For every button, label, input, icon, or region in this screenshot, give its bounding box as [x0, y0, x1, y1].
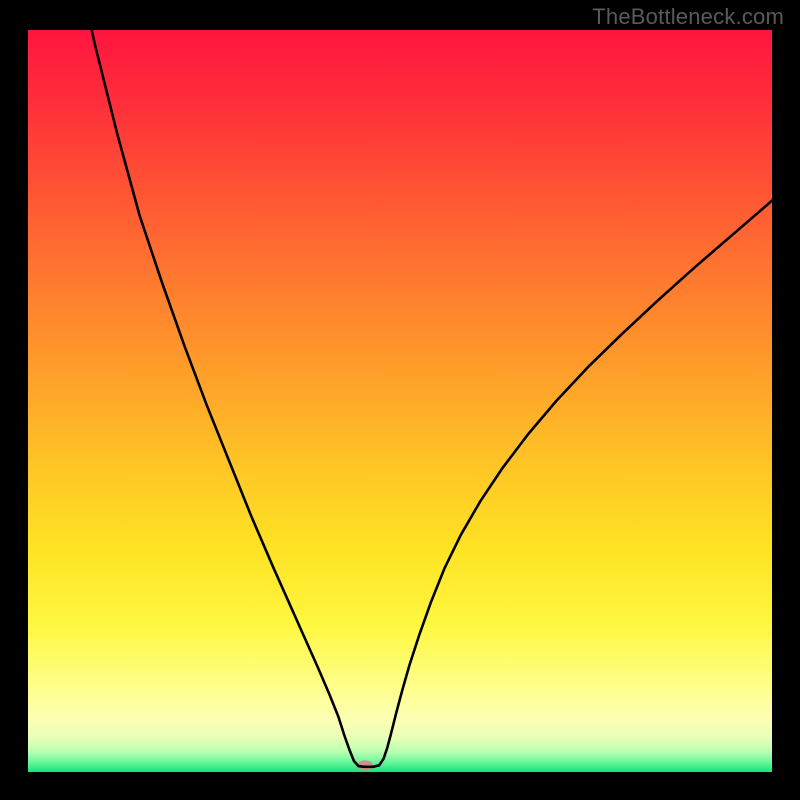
chart-frame: TheBottleneck.com — [0, 0, 800, 800]
gradient-background — [28, 30, 772, 772]
plot-area — [28, 30, 772, 772]
watermark-text: TheBottleneck.com — [592, 4, 784, 30]
bottleneck-chart — [28, 30, 772, 772]
